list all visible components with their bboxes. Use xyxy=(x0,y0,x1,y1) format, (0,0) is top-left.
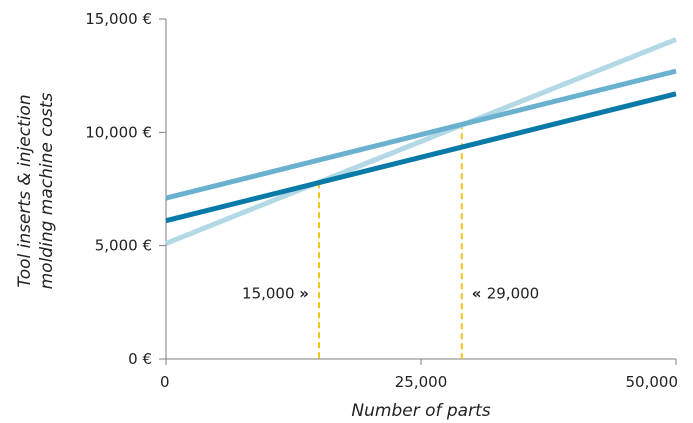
break-even-label: « 29,000 xyxy=(472,284,539,302)
series-lines xyxy=(165,37,677,246)
x-axis-title: Number of parts xyxy=(351,401,490,421)
y-tick-label: 10,000 € xyxy=(85,123,152,141)
y-tick-label: 5,000 € xyxy=(95,237,152,255)
break-even-marker: » xyxy=(299,284,309,302)
axes: 0 € 5,000 € 10,000 € 15,000 € 0 25,000 50,000 xyxy=(85,10,678,391)
labels: 15,000 » « 29,000 xyxy=(242,284,539,302)
y-tick-label: 0 € xyxy=(128,350,152,368)
x-tick-label: 50,000 xyxy=(626,373,679,391)
x-tick-label: 0 xyxy=(160,373,170,391)
x-tick-label: 25,000 xyxy=(395,373,448,391)
y-axis-title-line2: molding machine costs xyxy=(37,92,57,289)
series-line-1 xyxy=(165,37,677,246)
guide-lines xyxy=(318,123,463,359)
y-tick-label: 15,000 € xyxy=(85,10,152,28)
series-line-3 xyxy=(165,91,677,224)
series-line-2 xyxy=(165,68,677,201)
break-even-value: 29,000 xyxy=(487,284,540,302)
y-axis-title-line1: Tool inserts & injection xyxy=(15,94,35,287)
break-even-label: 15,000 » xyxy=(242,284,309,302)
break-even-value: 15,000 xyxy=(242,284,299,302)
break-even-marker: « xyxy=(472,284,487,302)
